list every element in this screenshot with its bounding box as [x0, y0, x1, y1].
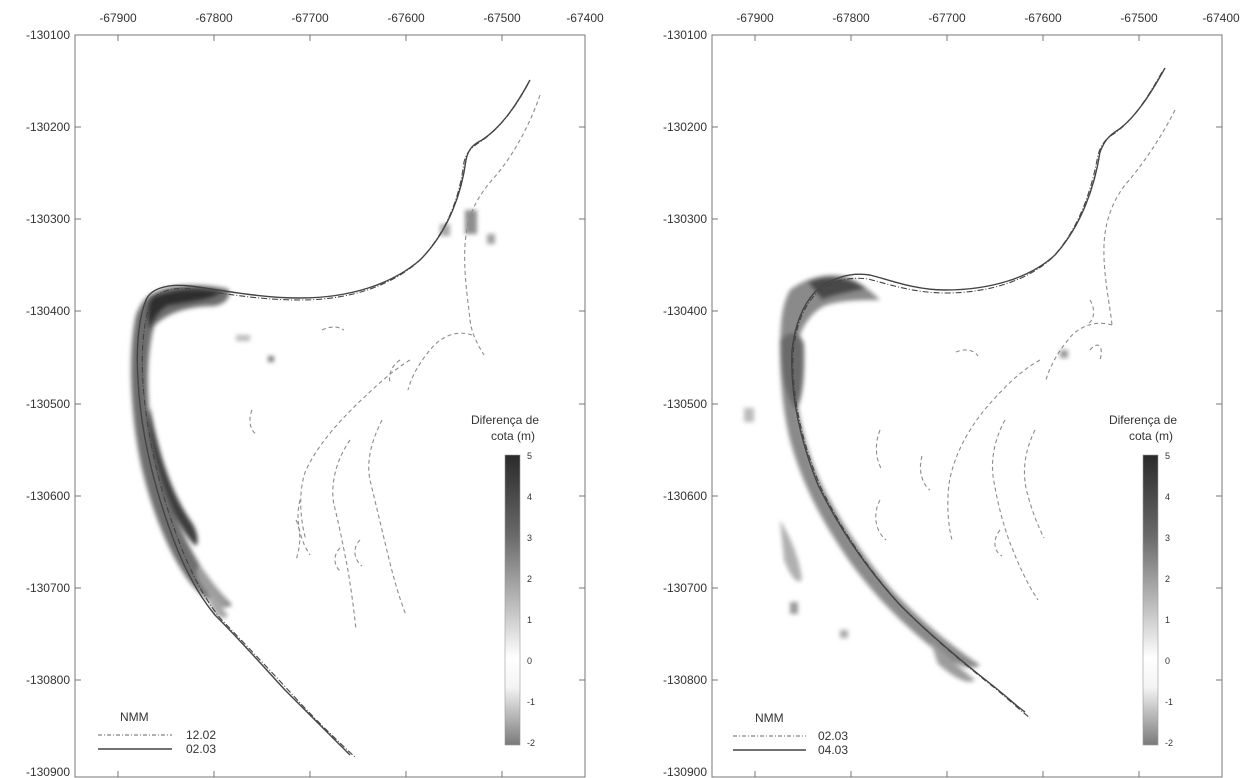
y-tick-label: -130300 — [663, 212, 707, 226]
y-tick-label: -130400 — [26, 304, 70, 318]
x-tick-label: -67900 — [99, 11, 137, 25]
y-tick-label: -130700 — [663, 581, 707, 595]
y-tick-label: -130900 — [663, 765, 707, 778]
x-tick-label: -67600 — [1024, 11, 1062, 25]
depth-contours — [875, 109, 1176, 601]
x-tick-label: -67400 — [566, 11, 604, 25]
y-tick-label: -130100 — [663, 28, 707, 42]
x-tick-label: -67800 — [195, 11, 233, 25]
x-tick-label: -67400 — [1202, 11, 1240, 25]
legend-title: NMM — [120, 710, 149, 724]
y-tick-label: -130200 — [26, 120, 70, 134]
map-frame — [74, 34, 586, 778]
colorbar-title: Diferença de — [1109, 413, 1177, 427]
colorbar-title: cota (m) — [491, 429, 535, 443]
colorbar-tick: 2 — [527, 574, 532, 584]
colorbar-tick: 1 — [1165, 615, 1170, 625]
legend-title: NMM — [755, 711, 784, 725]
shoreline-dotted — [792, 71, 1163, 719]
colorbar-tick: 4 — [1165, 492, 1170, 502]
x-tick-label: -67900 — [736, 11, 774, 25]
y-tick-label: -130400 — [663, 304, 707, 318]
tick-marks — [75, 35, 585, 777]
y-tick-label: -130300 — [26, 212, 70, 226]
x-tick-labels: -67900 -67800 -67700 -67600 -67500 -6740… — [736, 11, 1240, 25]
x-tick-label: -67700 — [291, 11, 329, 25]
depth-contours — [249, 94, 541, 631]
tick-marks — [712, 35, 1222, 777]
colorbar-tick: -2 — [1165, 738, 1173, 748]
colorbar-tick: 0 — [1165, 656, 1170, 666]
legend: NMM 02.03 04.03 — [733, 711, 848, 757]
legend-label: 02.03 — [818, 729, 848, 743]
shorelines — [136, 79, 531, 759]
x-tick-label: -67700 — [928, 11, 966, 25]
x-tick-label: -67500 — [1120, 11, 1158, 25]
y-tick-label: -130600 — [663, 489, 707, 503]
colorbar-tick: -1 — [1165, 697, 1173, 707]
shorelines — [791, 67, 1166, 719]
y-tick-label: -130700 — [26, 581, 70, 595]
y-tick-label: -130500 — [663, 397, 707, 411]
elevation-difference-map-left: -67900 -67800 -67700 -67600 -67500 -6740… — [26, 11, 604, 778]
legend-label: 04.03 — [818, 743, 848, 757]
y-tick-label: -130900 — [26, 765, 70, 778]
shoreline-solid — [136, 79, 531, 756]
colorbar-tick: 5 — [1165, 451, 1170, 461]
y-tick-label: -130800 — [26, 673, 70, 687]
colorbar-tick: 3 — [527, 533, 532, 543]
y-tick-labels: -130100 -130200 -130300 -130400 -130500 … — [663, 28, 707, 778]
colorbar-tick: 0 — [527, 656, 532, 666]
colorbar-tick: 5 — [527, 451, 532, 461]
y-tick-label: -130500 — [26, 397, 70, 411]
x-tick-label: -67800 — [832, 11, 870, 25]
colorbar-title: cota (m) — [1129, 429, 1173, 443]
y-tick-label: -130200 — [663, 120, 707, 134]
colorbar-gradient — [1142, 454, 1159, 746]
y-tick-labels: -130100 -130200 -130300 -130400 -130500 … — [26, 28, 70, 778]
y-tick-label: -130800 — [663, 673, 707, 687]
colorbar-gradient — [504, 454, 521, 746]
colorbar-title: Diferença de — [471, 413, 539, 427]
colorbar-tick: -1 — [527, 697, 535, 707]
colorbar: Diferença de cota (m) 5 4 3 2 1 0 -1 -2 — [471, 413, 539, 748]
y-tick-label: -130100 — [26, 28, 70, 42]
shoreline-dotted — [141, 83, 529, 759]
elevation-difference-map-right: -67900 -67800 -67700 -67600 -67500 -6740… — [663, 11, 1240, 778]
colorbar: Diferença de cota (m) 5 4 3 2 1 0 -1 -2 — [1109, 413, 1177, 748]
x-tick-labels: -67900 -67800 -67700 -67600 -67500 -6740… — [99, 11, 604, 25]
colorbar-tick: 4 — [527, 492, 532, 502]
colorbar-tick: 3 — [1165, 533, 1170, 543]
x-tick-label: -67500 — [483, 11, 521, 25]
x-tick-label: -67600 — [387, 11, 425, 25]
colorbar-tick: -2 — [527, 738, 535, 748]
colorbar-tick: 2 — [1165, 574, 1170, 584]
legend: NMM 12.02 02.03 — [98, 710, 216, 756]
y-tick-label: -130600 — [26, 489, 70, 503]
legend-label: 12.02 — [186, 728, 216, 742]
legend-label: 02.03 — [186, 742, 216, 756]
colorbar-tick: 1 — [527, 615, 532, 625]
